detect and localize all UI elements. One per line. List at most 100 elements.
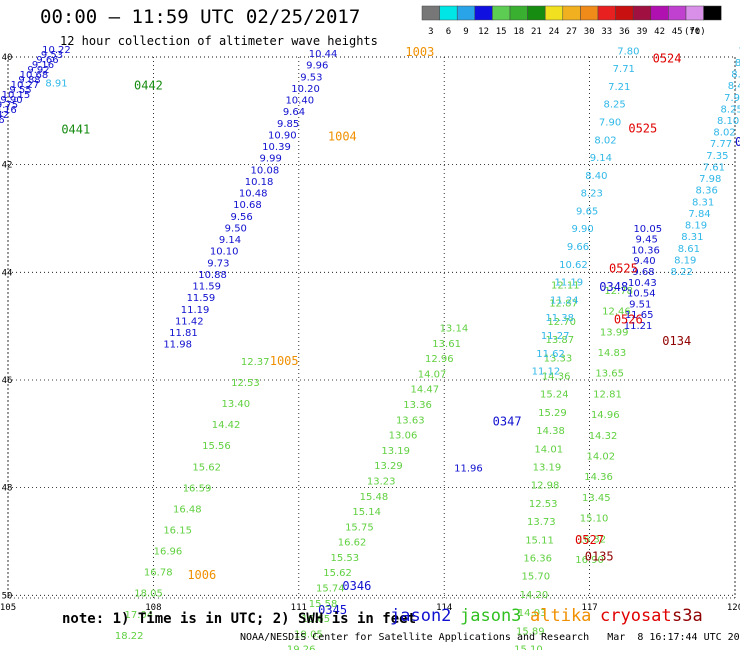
wave-height-value: 11.19: [181, 305, 210, 316]
wave-height-value: 17.04: [125, 610, 154, 621]
wave-height-value: 10.27: [11, 80, 40, 91]
wave-height-value: 15.56: [202, 441, 231, 452]
wave-height-value: 15.62: [192, 462, 221, 473]
wave-height-value: 9.45: [636, 235, 658, 246]
wave-height-value: 8.20: [731, 70, 740, 81]
satellite-name: jason2: [390, 606, 452, 626]
wave-height-value: 8.02: [594, 135, 616, 146]
wave-height-value: 15.74: [316, 584, 345, 595]
wave-height-value: 13.61: [432, 339, 461, 350]
wave-height-value: 10.16: [0, 105, 17, 116]
legend-label: 42: [654, 27, 665, 37]
wave-height-value: 13.06: [389, 431, 418, 442]
wave-height-value: 14.96: [591, 410, 620, 421]
wave-height-value: 15.11: [525, 535, 554, 546]
wave-height-value: 16.78: [144, 568, 173, 579]
wave-height-value: 13.65: [595, 369, 624, 380]
wave-height-value: 14.47: [410, 385, 439, 396]
wave-height-value: 15.70: [522, 572, 551, 583]
wave-height-value: 9.73: [207, 258, 229, 269]
wave-height-value: 11.62: [536, 349, 565, 360]
wave-height-value: 11.27: [541, 331, 570, 342]
wave-height-value: 13.29: [374, 461, 403, 472]
footnote: note: 1) Time is in UTC; 2) SWH is in fe…: [62, 611, 417, 627]
color-legend: 3 6 9 12 15 18 21 24 27 30 33 36 39 42 45 70(ft): [421, 5, 722, 37]
x-tick-label: 105: [0, 603, 16, 613]
wave-height-value: 9.90: [0, 95, 22, 106]
legend-label: 45: [672, 27, 683, 37]
legend-label: 24: [549, 27, 560, 37]
legend-label: 36: [619, 27, 630, 37]
wave-height-value: 11.19: [555, 278, 584, 289]
wave-height-value: 8.31: [681, 232, 703, 243]
wave-height-value: 12.53: [231, 378, 260, 389]
wave-height-value: 10.88: [198, 270, 227, 281]
wave-height-value: 8.21: [735, 58, 740, 69]
satellite-name: jason3: [460, 606, 522, 626]
x-tick-label: 114: [436, 603, 452, 613]
wave-height-value: 13.99: [600, 327, 629, 338]
wave-height-value: 15.75: [345, 522, 374, 533]
y-tick-label: 42: [2, 161, 13, 171]
wave-height-value: 8.61: [678, 244, 700, 255]
wave-height-value: 14.01: [534, 444, 563, 455]
wave-height-value: 10.68: [233, 200, 262, 211]
wave-height-value: 14.36: [584, 472, 613, 483]
wave-height-value: 8.91: [45, 79, 67, 90]
y-tick-label: 40: [2, 53, 13, 63]
wave-height-value: 7.61: [703, 162, 725, 173]
legend-label: 39: [637, 27, 648, 37]
wave-height-value: 16.96: [154, 547, 183, 558]
wave-height-value: 11.65: [625, 310, 654, 321]
wave-height-value: 9.56: [230, 212, 252, 223]
satellite-name: altika: [530, 606, 592, 626]
wave-height-value: 9.66: [36, 55, 58, 66]
pass-time-label: 0346: [342, 579, 371, 593]
wave-height-value: 8.19: [685, 221, 707, 232]
wave-height-value: 10.18: [245, 177, 274, 188]
page-subtitle: 12 hour collection of altimeter wave hei…: [60, 34, 378, 48]
wave-height-value: 8.25: [604, 100, 626, 111]
pass-time-label: 0524: [653, 51, 682, 65]
wave-height-value: 12.46: [602, 307, 631, 318]
pass-time-label: 0345: [318, 603, 347, 617]
wave-height-value: 14.03: [518, 608, 547, 619]
wave-height-value: 16.65: [301, 614, 330, 625]
pass-time-label: 1004: [328, 129, 357, 143]
wave-height-value: 9.66: [567, 242, 589, 253]
wave-height-value: 8.23: [581, 189, 603, 200]
wave-height-value: 10.54: [627, 289, 656, 300]
wave-height-value: 13.19: [533, 462, 562, 473]
wave-height-value: 7.93: [724, 93, 740, 104]
wave-height-value: 10.44: [309, 49, 338, 60]
legend-label: 9: [463, 27, 468, 37]
wave-height-value: 11.21: [624, 321, 653, 332]
wave-height-value: 13.40: [221, 399, 250, 410]
wave-height-value: 8.36: [696, 186, 718, 197]
wave-height-value: 10.90: [268, 130, 297, 141]
wave-height-value: 9.85: [277, 119, 299, 130]
wave-height-value: 15.10: [580, 514, 609, 525]
wave-height-value: 10.22: [42, 45, 71, 56]
satellite-name: s3a: [672, 606, 703, 626]
pass-time-label: 0134: [662, 334, 691, 348]
legend-label: 33: [601, 27, 612, 37]
legend-label: 15: [496, 27, 507, 37]
wave-height-value: 16.90: [575, 555, 604, 566]
pass-time-label: 1005: [270, 354, 299, 368]
wave-height-value: 8.25: [721, 104, 740, 115]
legend-label: 70: [689, 27, 700, 37]
wave-height-value: 9.96: [306, 61, 328, 72]
pass-time-label: 0527: [575, 533, 604, 547]
wave-height-value: 8.10: [717, 116, 739, 127]
pass-time-label: 0347: [493, 415, 522, 429]
wave-height-value: 8.02: [713, 128, 735, 139]
pass-time-label: 0348: [599, 280, 628, 294]
pass-time-label: 0525: [628, 121, 657, 135]
wave-height-value: 10.43: [628, 278, 657, 289]
wave-height-value: 8.22: [671, 267, 693, 278]
wave-height-value: 12.98: [531, 481, 560, 492]
wave-height-value: 7.88: [738, 46, 740, 57]
wave-height-value: 9.16: [32, 60, 54, 71]
wave-height-value: 9.53: [300, 72, 322, 83]
